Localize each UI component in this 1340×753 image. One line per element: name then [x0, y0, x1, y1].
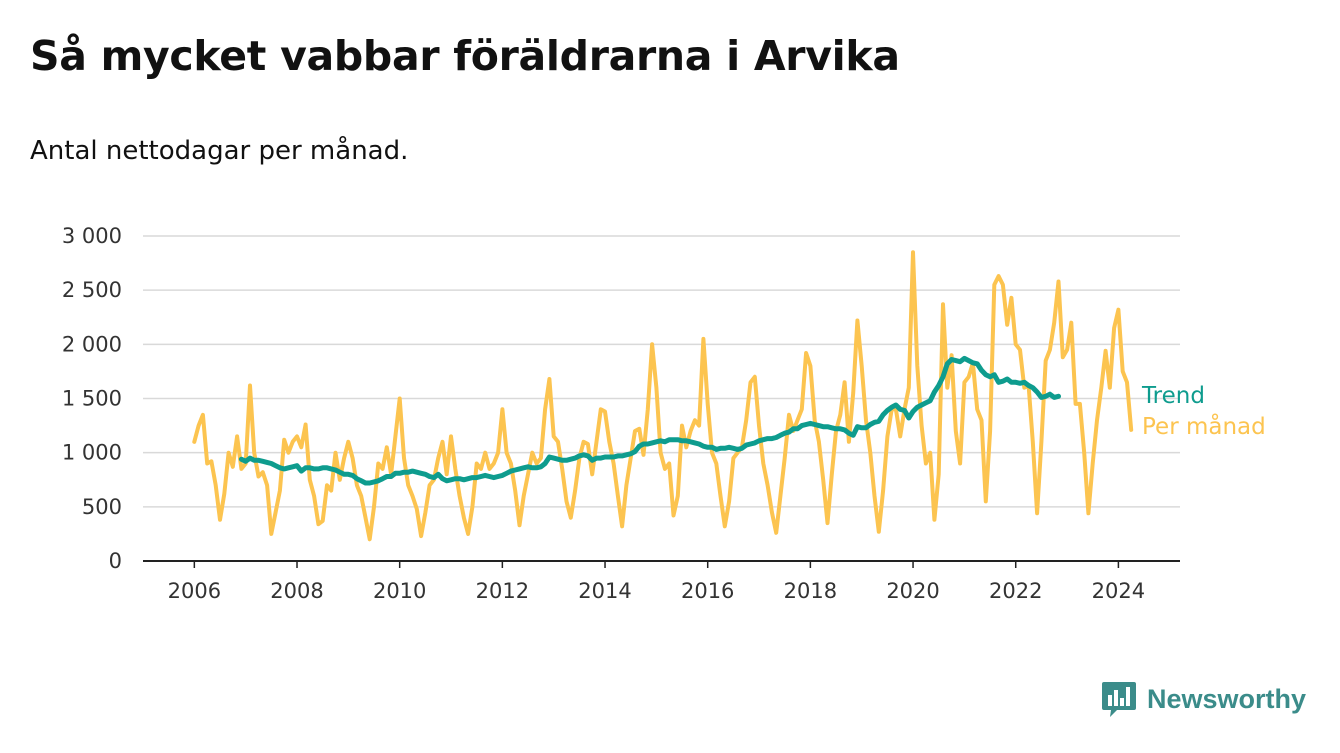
series-labels: Per månad Trend	[1141, 383, 1266, 440]
x-tick-label: 2018	[784, 579, 837, 603]
x-tick-label: 2022	[989, 579, 1042, 603]
x-tick-label: 2008	[270, 579, 323, 603]
chart-title: Så mycket vabbar föräldrarna i Arvika	[30, 32, 900, 80]
series-label-per-manad: Per månad	[1142, 412, 1266, 440]
series-label-trend: Trend	[1141, 383, 1205, 409]
bar-chart-speech-icon	[1101, 682, 1136, 717]
y-tick-label: 1 000	[62, 441, 122, 465]
series-lines	[192, 250, 1134, 542]
axes: 0 500 1 000 1 500 2 000 2 500 3 000 2006 2008 201…	[62, 224, 1180, 603]
y-tick-label: 1 500	[62, 387, 122, 411]
series-line-per-manad	[192, 250, 1134, 542]
x-tick-label: 2016	[681, 579, 734, 603]
series-line-trend	[238, 355, 1061, 486]
chart-subtitle: Antal nettodagar per månad.	[30, 136, 409, 166]
x-tick-label: 2012	[476, 579, 529, 603]
y-tick-label: 500	[82, 495, 122, 519]
y-tick-label: 3 000	[62, 224, 122, 248]
y-tick-label: 2 000	[62, 332, 122, 356]
brand-logo[interactable]: Newsworthy	[1101, 680, 1306, 718]
x-tick-label: 2014	[578, 579, 631, 603]
x-tick-label: 2020	[886, 579, 939, 603]
x-tick-label: 2006	[168, 579, 221, 603]
x-tick-label: 2024	[1092, 579, 1145, 603]
y-tick-label: 0	[109, 549, 122, 573]
brand-name: Newsworthy	[1146, 683, 1306, 714]
y-tick-label: 2 500	[62, 278, 122, 302]
x-tick-label: 2010	[373, 579, 426, 603]
